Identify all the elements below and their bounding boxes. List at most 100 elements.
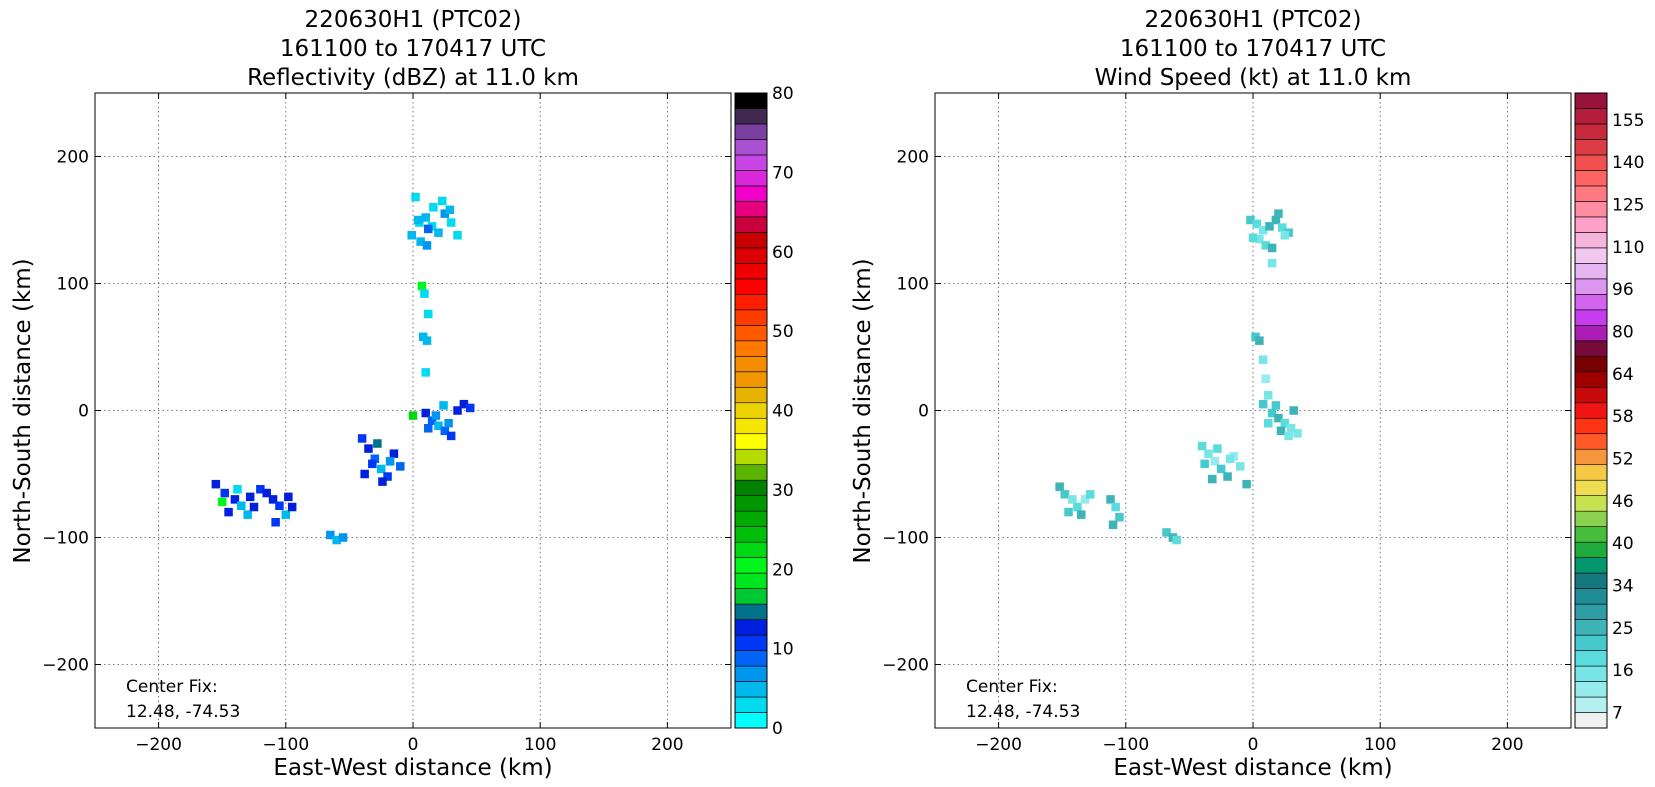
data-cell (378, 477, 387, 486)
colorbar-segment (1574, 371, 1608, 388)
data-cell (275, 501, 284, 510)
data-cell (1080, 495, 1090, 504)
y-tick-label: 0 (78, 402, 89, 422)
colorbar-segment (734, 263, 768, 280)
data-cell (370, 454, 380, 464)
data-cell (1197, 441, 1207, 451)
data-cell (338, 533, 348, 542)
data-cell (385, 457, 395, 466)
colorbar-segment (1574, 526, 1608, 543)
colorbar-segment (734, 650, 768, 667)
colorbar-tick-label: 58 (1612, 407, 1634, 427)
data-cell (373, 439, 382, 448)
data-cell (1267, 408, 1277, 418)
colorbar-segment (1574, 619, 1608, 636)
data-cell (364, 444, 373, 453)
colorbar-segment (734, 495, 768, 512)
colorbar-tick-label: 40 (772, 402, 794, 422)
data-cell (1172, 535, 1181, 545)
x-tick-label: −200 (135, 735, 182, 755)
data-cell (1258, 399, 1268, 409)
data-cell (1286, 424, 1296, 433)
data-cell (1267, 243, 1277, 253)
y-tick-label: 100 (57, 275, 89, 295)
colorbar-tick-label: 0 (772, 719, 783, 739)
data-cell (446, 431, 456, 441)
data-cell (416, 237, 425, 246)
data-cell (1267, 258, 1277, 268)
data-cell (445, 205, 455, 215)
center-fix-value: 12.48, -74.53 (966, 702, 1080, 722)
data-cell (453, 406, 462, 415)
y-tick-label: 200 (897, 148, 929, 168)
data-cell (417, 281, 427, 291)
data-cell (262, 488, 271, 498)
data-cell (1274, 209, 1283, 218)
colorbar-segment (734, 712, 768, 729)
data-cell (1108, 520, 1118, 530)
y-tick-label: −200 (42, 656, 89, 676)
colorbar-segment (734, 417, 768, 435)
data-cell (444, 418, 453, 428)
colorbar-segment (734, 139, 768, 156)
data-cell (211, 479, 221, 489)
colorbar-segment (734, 464, 768, 481)
colorbar-segment (734, 309, 768, 326)
colorbar-segment (1574, 139, 1608, 156)
colorbar-segment (734, 541, 768, 558)
colorbar-segment (1574, 309, 1608, 326)
colorbar-segment (734, 448, 768, 466)
data-cell (1280, 418, 1290, 428)
colorbar-tick-label: 46 (1612, 492, 1634, 512)
colorbar-tick-label: 34 (1612, 577, 1634, 597)
title-line-1: 220630H1 (PTC02) (305, 7, 522, 33)
data-cell (1208, 474, 1217, 484)
colorbar-segment (1574, 696, 1608, 713)
data-cell (1252, 219, 1262, 229)
colorbar-segment (734, 603, 768, 620)
title-line-1: 220630H1 (PTC02) (1145, 7, 1362, 33)
data-cell (1261, 374, 1270, 383)
colorbar-segment (1574, 464, 1608, 481)
colorbar-segment (734, 371, 768, 388)
colorbar-segment (1574, 510, 1608, 527)
data-cell (1077, 510, 1086, 519)
data-cell (1255, 336, 1264, 345)
data-cell (1204, 449, 1213, 458)
panel-wind-speed: 220630H1 (PTC02) 161100 to 170417 UTC Wi… (850, 7, 1644, 781)
colorbar-segment (1574, 448, 1608, 466)
data-cell (268, 495, 278, 504)
colorbar-segment (734, 232, 768, 249)
plot-area: −200 −100 0 100 200 −200 −100 0 100 200 (882, 92, 1572, 755)
colorbar-segment (1574, 572, 1608, 589)
colorbar-segment (1574, 557, 1608, 574)
colorbar-segment (734, 340, 768, 357)
plot-frame (94, 92, 732, 729)
data-cell (1271, 215, 1281, 225)
y-axis-label: North-South distance (km) (10, 258, 36, 563)
data-cell (230, 495, 240, 504)
x-tick-label: 200 (1491, 735, 1523, 755)
colorbar-segment (1574, 417, 1608, 435)
data-cell (233, 484, 242, 494)
colorbar-tick-label: 30 (772, 481, 794, 501)
colorbar-segment (734, 696, 768, 713)
data-cell (396, 462, 405, 471)
data-cell (1248, 233, 1258, 243)
x-tick-label: −100 (262, 735, 309, 755)
data-cell (287, 502, 297, 512)
colorbar-segment (734, 681, 768, 698)
colorbar-segment (734, 154, 768, 171)
data-cell (1265, 222, 1274, 231)
data-cell (413, 215, 423, 225)
data-cell (357, 434, 367, 443)
colorbar-segment (734, 510, 768, 527)
data-cell (411, 192, 420, 202)
data-cell (326, 530, 335, 540)
data-cell (217, 497, 227, 507)
colorbar-segment (1574, 201, 1608, 218)
colorbar-segment (1574, 170, 1608, 187)
colorbar-segment (734, 526, 768, 543)
data-cell (220, 488, 229, 498)
data-cell (422, 241, 432, 250)
